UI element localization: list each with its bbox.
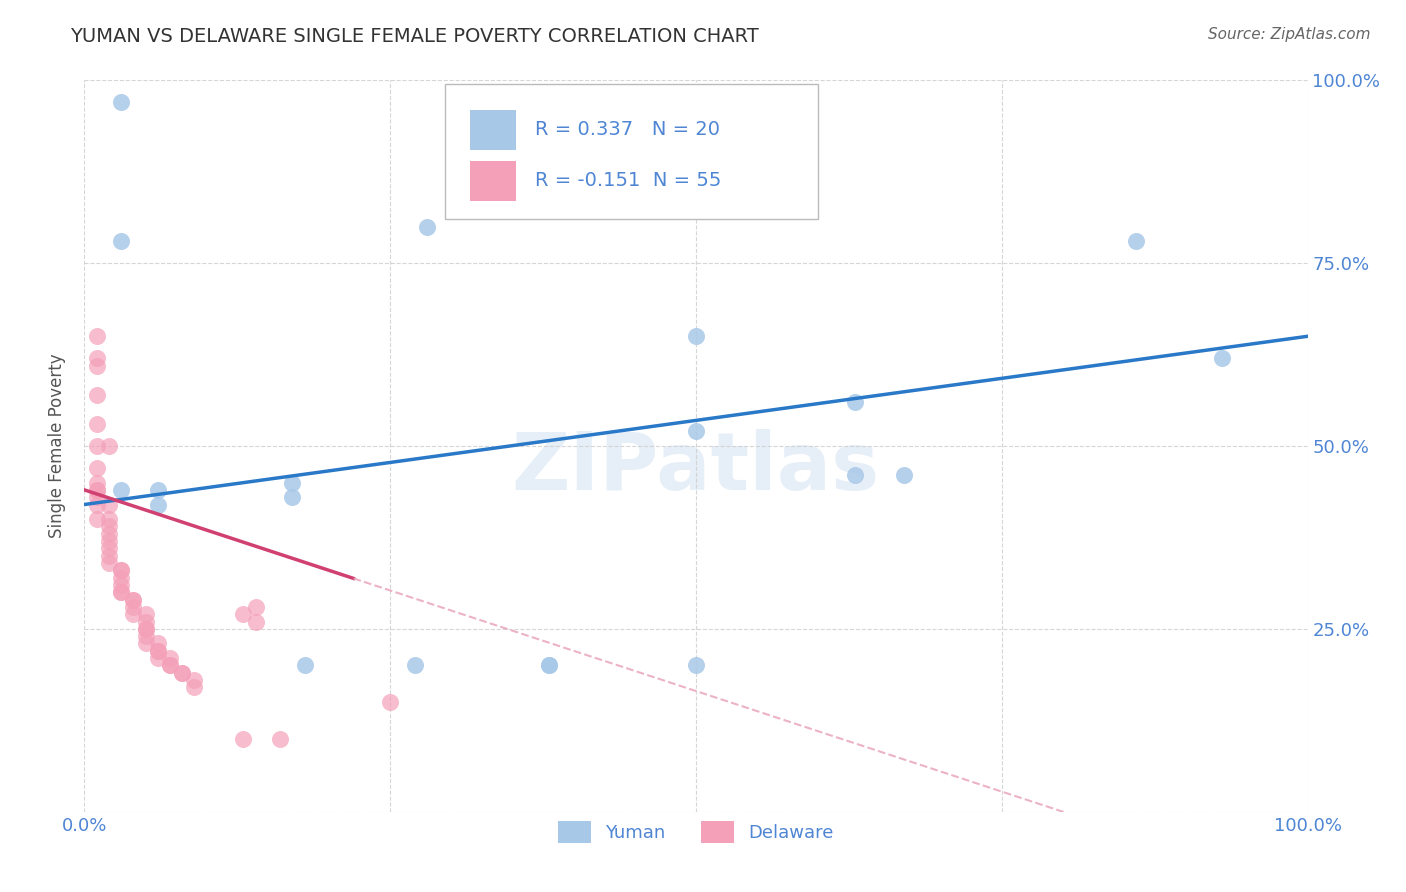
Point — [135, 615, 157, 629]
Point — [110, 483, 132, 497]
Point — [685, 329, 707, 343]
Text: ZIPatlas: ZIPatlas — [512, 429, 880, 507]
Point — [159, 658, 181, 673]
Point — [122, 599, 145, 614]
Point — [172, 665, 194, 680]
Point — [110, 234, 132, 248]
Point — [245, 615, 267, 629]
Point — [844, 395, 866, 409]
Y-axis label: Single Female Poverty: Single Female Poverty — [48, 354, 66, 538]
Point — [97, 519, 120, 533]
Point — [86, 512, 108, 526]
Point — [538, 658, 561, 673]
FancyBboxPatch shape — [470, 110, 516, 150]
Point — [110, 563, 132, 577]
Point — [97, 498, 120, 512]
Point — [294, 658, 316, 673]
Point — [1211, 351, 1233, 366]
Point — [380, 695, 402, 709]
Point — [232, 607, 254, 622]
Text: Source: ZipAtlas.com: Source: ZipAtlas.com — [1208, 27, 1371, 42]
Point — [110, 578, 132, 592]
Point — [135, 629, 157, 643]
Point — [844, 468, 866, 483]
Point — [110, 563, 132, 577]
Point — [86, 359, 108, 373]
Point — [1125, 234, 1147, 248]
Point — [86, 483, 108, 497]
Point — [86, 351, 108, 366]
Point — [172, 665, 194, 680]
Point — [122, 592, 145, 607]
Point — [97, 526, 120, 541]
Point — [159, 651, 181, 665]
Point — [86, 461, 108, 475]
Point — [86, 329, 108, 343]
Point — [281, 490, 304, 504]
Point — [86, 490, 108, 504]
Point — [122, 592, 145, 607]
Point — [146, 483, 169, 497]
Point — [86, 475, 108, 490]
Point — [86, 483, 108, 497]
Point — [135, 636, 157, 650]
Legend: Yuman, Delaware: Yuman, Delaware — [551, 814, 841, 850]
Point — [97, 556, 120, 570]
Point — [146, 644, 169, 658]
Point — [538, 658, 561, 673]
Point — [86, 498, 108, 512]
Point — [86, 439, 108, 453]
Point — [97, 534, 120, 549]
Point — [86, 417, 108, 431]
Point — [135, 622, 157, 636]
Point — [110, 585, 132, 599]
Point — [232, 731, 254, 746]
Text: YUMAN VS DELAWARE SINGLE FEMALE POVERTY CORRELATION CHART: YUMAN VS DELAWARE SINGLE FEMALE POVERTY … — [70, 27, 759, 45]
Point — [110, 95, 132, 110]
Point — [97, 541, 120, 556]
Point — [245, 599, 267, 614]
Point — [893, 468, 915, 483]
Point — [97, 549, 120, 563]
Point — [416, 219, 439, 234]
Point — [110, 585, 132, 599]
Point — [86, 388, 108, 402]
Point — [269, 731, 291, 746]
Point — [146, 498, 169, 512]
Point — [159, 658, 181, 673]
Point — [685, 425, 707, 439]
Point — [122, 607, 145, 622]
Point — [135, 607, 157, 622]
Point — [281, 475, 304, 490]
Text: R = 0.337   N = 20: R = 0.337 N = 20 — [534, 120, 720, 139]
Point — [404, 658, 426, 673]
Point — [97, 512, 120, 526]
Point — [685, 658, 707, 673]
FancyBboxPatch shape — [470, 161, 516, 201]
Point — [146, 651, 169, 665]
Point — [135, 622, 157, 636]
Point — [183, 681, 205, 695]
Point — [146, 636, 169, 650]
Point — [110, 571, 132, 585]
Point — [183, 673, 205, 687]
FancyBboxPatch shape — [446, 84, 818, 219]
Text: R = -0.151  N = 55: R = -0.151 N = 55 — [534, 171, 721, 190]
Point — [146, 644, 169, 658]
Point — [97, 439, 120, 453]
